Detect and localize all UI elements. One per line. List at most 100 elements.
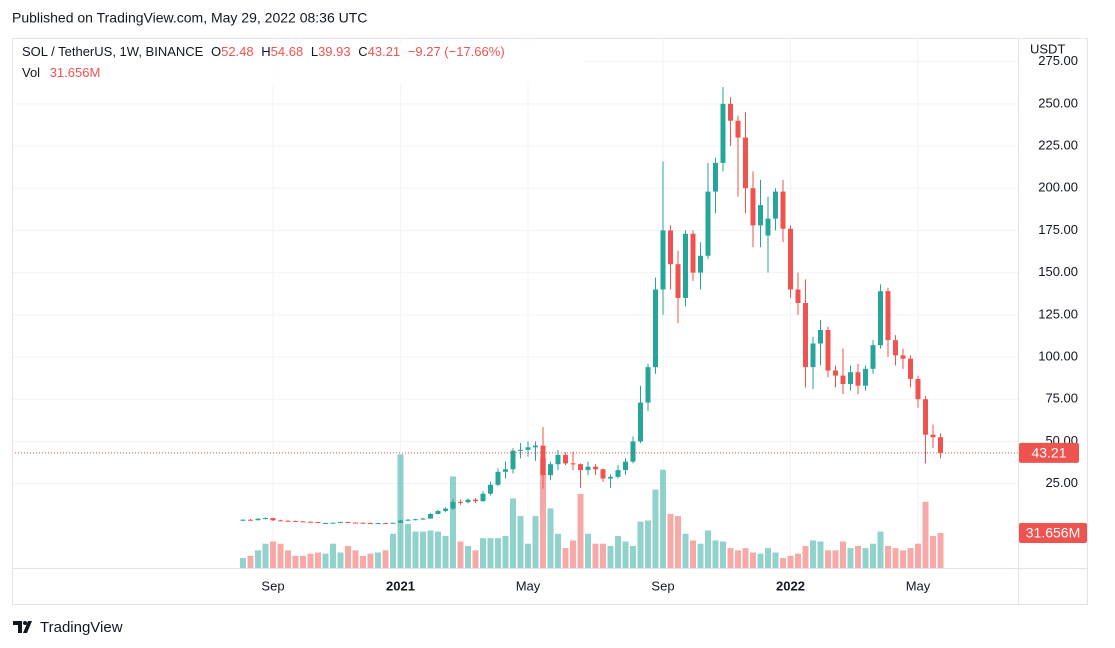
volume-bar (517, 516, 524, 568)
candle-body (833, 370, 838, 376)
candle-body (480, 493, 486, 502)
volume-bar (367, 553, 374, 568)
volume-bar (352, 550, 359, 568)
volume-bar (862, 548, 869, 568)
candle-body (540, 445, 546, 476)
candle-body (428, 513, 433, 519)
volume-bar (495, 538, 501, 568)
candle-body (653, 289, 658, 368)
volume-bar (540, 457, 546, 568)
candle-body (518, 449, 523, 451)
volume-bar (307, 553, 314, 568)
volume-bar (907, 548, 914, 568)
volume-bar (615, 535, 621, 568)
change: −9.27 (−17.66%) (408, 44, 505, 59)
candle-body (878, 291, 883, 346)
candle-body (780, 191, 786, 229)
ohlc-key: O (211, 44, 221, 59)
volume-bar (270, 541, 276, 568)
volume-bar (847, 548, 854, 568)
volume-bar (450, 476, 456, 568)
y-tick-label: 150.00 (1038, 264, 1078, 279)
ohlc-value: 39.93 (318, 44, 351, 59)
volume-bar (487, 538, 494, 568)
candle-body (825, 330, 831, 371)
candle-body (285, 520, 291, 522)
volume-bar (832, 550, 839, 568)
candle-body (818, 330, 823, 344)
candle-body (848, 372, 853, 385)
candle-body (735, 120, 741, 138)
chart-frame (12, 38, 1088, 605)
x-tick-label: May (906, 578, 931, 593)
volume-bar (457, 541, 464, 568)
volume-bar (622, 541, 629, 568)
candle-body (750, 188, 756, 226)
volume-bar (870, 543, 876, 568)
y-tick-label: 100.00 (1038, 348, 1078, 363)
x-tick-label: 2022 (776, 578, 805, 593)
candle-body (240, 519, 246, 521)
candle-body (765, 218, 771, 236)
candle-body (630, 441, 636, 462)
legend-backdrop (14, 42, 584, 84)
candle-body (555, 454, 561, 465)
volume-bar (240, 558, 246, 568)
volume-bar (795, 553, 801, 568)
candle-body (383, 523, 388, 525)
volume-bar (652, 489, 659, 568)
volume-bar (337, 552, 344, 568)
volume-bar (757, 553, 764, 568)
volume-bar (502, 535, 509, 568)
published-note: Published on TradingView.com, May 29, 20… (12, 10, 367, 26)
candle-body (435, 510, 441, 514)
candle-body (675, 264, 681, 298)
volume-bar (682, 533, 689, 568)
volume-legend: Vol 31.656M (22, 65, 100, 80)
volume-bar (900, 550, 906, 568)
candle-body (623, 461, 628, 471)
ohlc-value: 54.68 (271, 44, 304, 59)
y-tick-label: 75.00 (1045, 391, 1078, 406)
ohlc-key: H (261, 44, 270, 59)
candle-body (638, 402, 643, 442)
candle-body (548, 464, 553, 476)
candle-body (600, 469, 606, 479)
candle-body (885, 291, 891, 341)
volume-bar (810, 540, 816, 568)
candle-body (683, 233, 688, 298)
candle-body (503, 469, 508, 472)
candle-body (315, 522, 321, 524)
candle-body (413, 519, 418, 521)
x-tick-label: Sep (651, 578, 674, 593)
candle-body (293, 520, 298, 522)
candle-body (525, 447, 531, 450)
volume-bar (787, 555, 794, 568)
volume-bar (442, 535, 449, 568)
legend: SOL / TetherUS, 1W, BINANCE O52.48 H54.6… (22, 44, 505, 59)
candle-body (608, 476, 613, 479)
volume-bar (322, 553, 329, 568)
volume-bar (547, 508, 554, 568)
volume-bar (570, 540, 576, 568)
candle-body (390, 522, 396, 524)
volume-bar (637, 521, 644, 568)
volume-bar (645, 520, 651, 568)
volume-bar (660, 469, 666, 568)
volume-bar (727, 548, 734, 568)
volume-bar (765, 548, 771, 568)
y-tick-label: 25.00 (1045, 475, 1078, 490)
candle-body (420, 518, 426, 520)
volume-bar (555, 533, 561, 568)
candle-body (938, 437, 943, 453)
volume-bar (397, 454, 404, 568)
candle-body (908, 358, 913, 379)
volume-bar (840, 541, 846, 568)
y-tick-label: 275.00 (1038, 53, 1078, 68)
volume-bar (577, 494, 584, 568)
last-volume-box (1019, 523, 1087, 544)
volume-bar (915, 543, 921, 568)
volume-bar (922, 501, 929, 568)
volume-bar (360, 555, 366, 568)
